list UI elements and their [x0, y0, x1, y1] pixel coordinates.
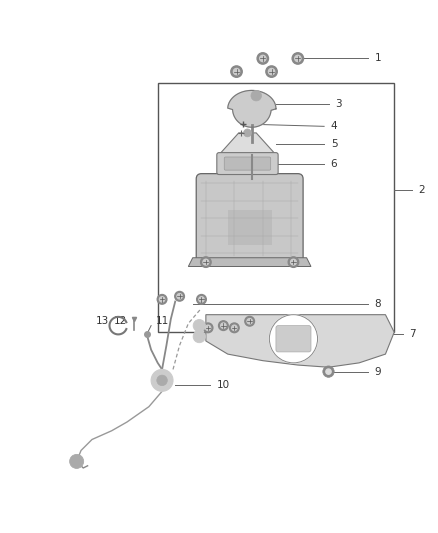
Circle shape: [70, 455, 84, 469]
FancyBboxPatch shape: [276, 326, 311, 352]
Circle shape: [199, 297, 204, 302]
Text: 4: 4: [331, 122, 337, 131]
Text: 12: 12: [114, 316, 127, 326]
Circle shape: [231, 66, 242, 77]
Circle shape: [233, 68, 240, 75]
FancyBboxPatch shape: [196, 174, 303, 263]
Circle shape: [323, 366, 334, 377]
Circle shape: [201, 257, 211, 268]
Text: 8: 8: [374, 298, 381, 309]
Polygon shape: [228, 91, 276, 127]
Circle shape: [203, 259, 209, 265]
Circle shape: [175, 292, 184, 301]
Circle shape: [205, 325, 211, 330]
FancyBboxPatch shape: [224, 157, 271, 170]
Circle shape: [288, 257, 299, 268]
Text: 7: 7: [410, 329, 416, 340]
Circle shape: [221, 323, 226, 328]
Circle shape: [266, 66, 277, 77]
Circle shape: [157, 375, 167, 386]
Circle shape: [203, 323, 213, 333]
Circle shape: [295, 55, 301, 62]
Circle shape: [193, 330, 205, 343]
Circle shape: [232, 325, 237, 330]
Bar: [158, 83, 394, 332]
Circle shape: [326, 369, 331, 374]
Text: 3: 3: [335, 100, 342, 109]
Circle shape: [157, 295, 167, 304]
Polygon shape: [188, 258, 311, 266]
Circle shape: [290, 259, 297, 265]
Circle shape: [269, 314, 318, 363]
Text: 5: 5: [331, 139, 337, 149]
Circle shape: [159, 297, 165, 302]
Circle shape: [257, 53, 268, 64]
Circle shape: [245, 317, 254, 326]
Circle shape: [244, 129, 251, 137]
Text: 13: 13: [96, 316, 110, 326]
Circle shape: [193, 319, 205, 332]
Circle shape: [251, 91, 261, 101]
Circle shape: [292, 53, 304, 64]
Polygon shape: [219, 133, 276, 155]
Circle shape: [268, 68, 275, 75]
Circle shape: [247, 319, 252, 324]
Text: 10: 10: [217, 379, 230, 390]
Circle shape: [151, 369, 173, 391]
Circle shape: [230, 323, 239, 333]
Text: 11: 11: [155, 316, 169, 326]
Circle shape: [197, 295, 206, 304]
Text: 2: 2: [418, 185, 425, 195]
Circle shape: [177, 294, 182, 299]
Text: 1: 1: [374, 53, 381, 63]
Text: 9: 9: [374, 367, 381, 377]
Circle shape: [260, 55, 266, 62]
FancyBboxPatch shape: [217, 152, 278, 174]
Bar: [228, 209, 272, 245]
Text: 6: 6: [331, 159, 337, 168]
Circle shape: [219, 321, 228, 330]
Polygon shape: [206, 314, 394, 367]
